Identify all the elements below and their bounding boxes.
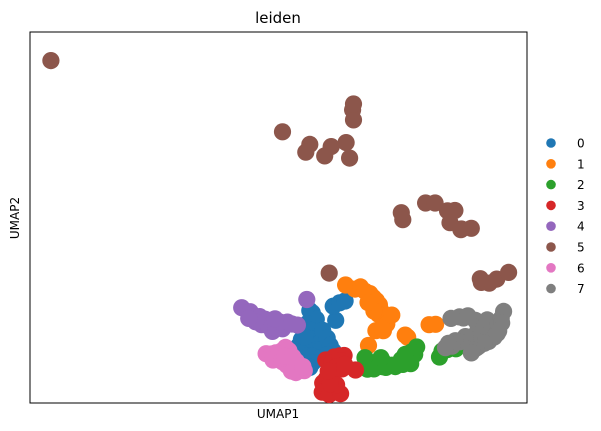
x-axis-label: UMAP1 xyxy=(257,407,299,421)
point-cluster-1 xyxy=(427,315,445,333)
point-cluster-0 xyxy=(336,292,354,310)
legend-label-3: 3 xyxy=(577,199,585,213)
point-cluster-7 xyxy=(436,339,455,357)
point-cluster-5 xyxy=(316,147,334,165)
chart-title: leiden xyxy=(255,9,301,27)
point-cluster-4 xyxy=(240,309,258,327)
point-cluster-5 xyxy=(341,149,359,167)
legend-label-1: 1 xyxy=(577,157,585,171)
point-cluster-5 xyxy=(297,143,315,161)
point-cluster-5 xyxy=(273,123,292,141)
point-cluster-5 xyxy=(394,211,412,229)
point-cluster-4 xyxy=(266,310,284,328)
point-cluster-2 xyxy=(372,349,390,367)
legend-marker-2 xyxy=(546,179,556,190)
point-cluster-5 xyxy=(344,95,363,113)
point-cluster-4 xyxy=(288,316,306,334)
legend-label-7: 7 xyxy=(577,282,585,296)
point-cluster-5 xyxy=(320,264,338,282)
point-cluster-1 xyxy=(373,319,391,337)
point-cluster-5 xyxy=(337,134,355,152)
point-cluster-3 xyxy=(319,362,337,380)
point-cluster-3 xyxy=(336,355,354,373)
legend-marker-4 xyxy=(546,221,556,231)
point-cluster-4 xyxy=(298,290,316,309)
legend-label-5: 5 xyxy=(577,241,585,255)
point-cluster-5 xyxy=(42,52,60,70)
legend: 0 1 2 3 4 5 6 7 xyxy=(546,137,585,296)
legend-marker-5 xyxy=(546,242,556,252)
legend-marker-0 xyxy=(546,138,556,148)
legend-label-4: 4 xyxy=(577,220,585,234)
legend-marker-6 xyxy=(546,263,556,273)
point-cluster-5 xyxy=(462,219,480,237)
point-cluster-3 xyxy=(321,375,339,393)
point-cluster-5 xyxy=(426,194,444,212)
legend-marker-3 xyxy=(546,200,556,211)
point-cluster-1 xyxy=(359,293,377,312)
point-cluster-1 xyxy=(383,306,401,324)
legend-marker-7 xyxy=(546,283,556,294)
point-cluster-0 xyxy=(327,311,345,329)
legend-marker-1 xyxy=(546,159,556,169)
legend-label-0: 0 xyxy=(577,137,585,151)
point-cluster-5 xyxy=(500,263,518,281)
y-axis-label: UMAP2 xyxy=(8,197,22,239)
legend-label-6: 6 xyxy=(577,261,585,275)
scatter-points xyxy=(42,52,518,404)
point-cluster-7 xyxy=(462,344,480,362)
point-cluster-2 xyxy=(402,355,420,373)
point-cluster-6 xyxy=(294,358,312,376)
legend-label-2: 2 xyxy=(577,178,585,192)
point-cluster-5 xyxy=(471,270,489,288)
